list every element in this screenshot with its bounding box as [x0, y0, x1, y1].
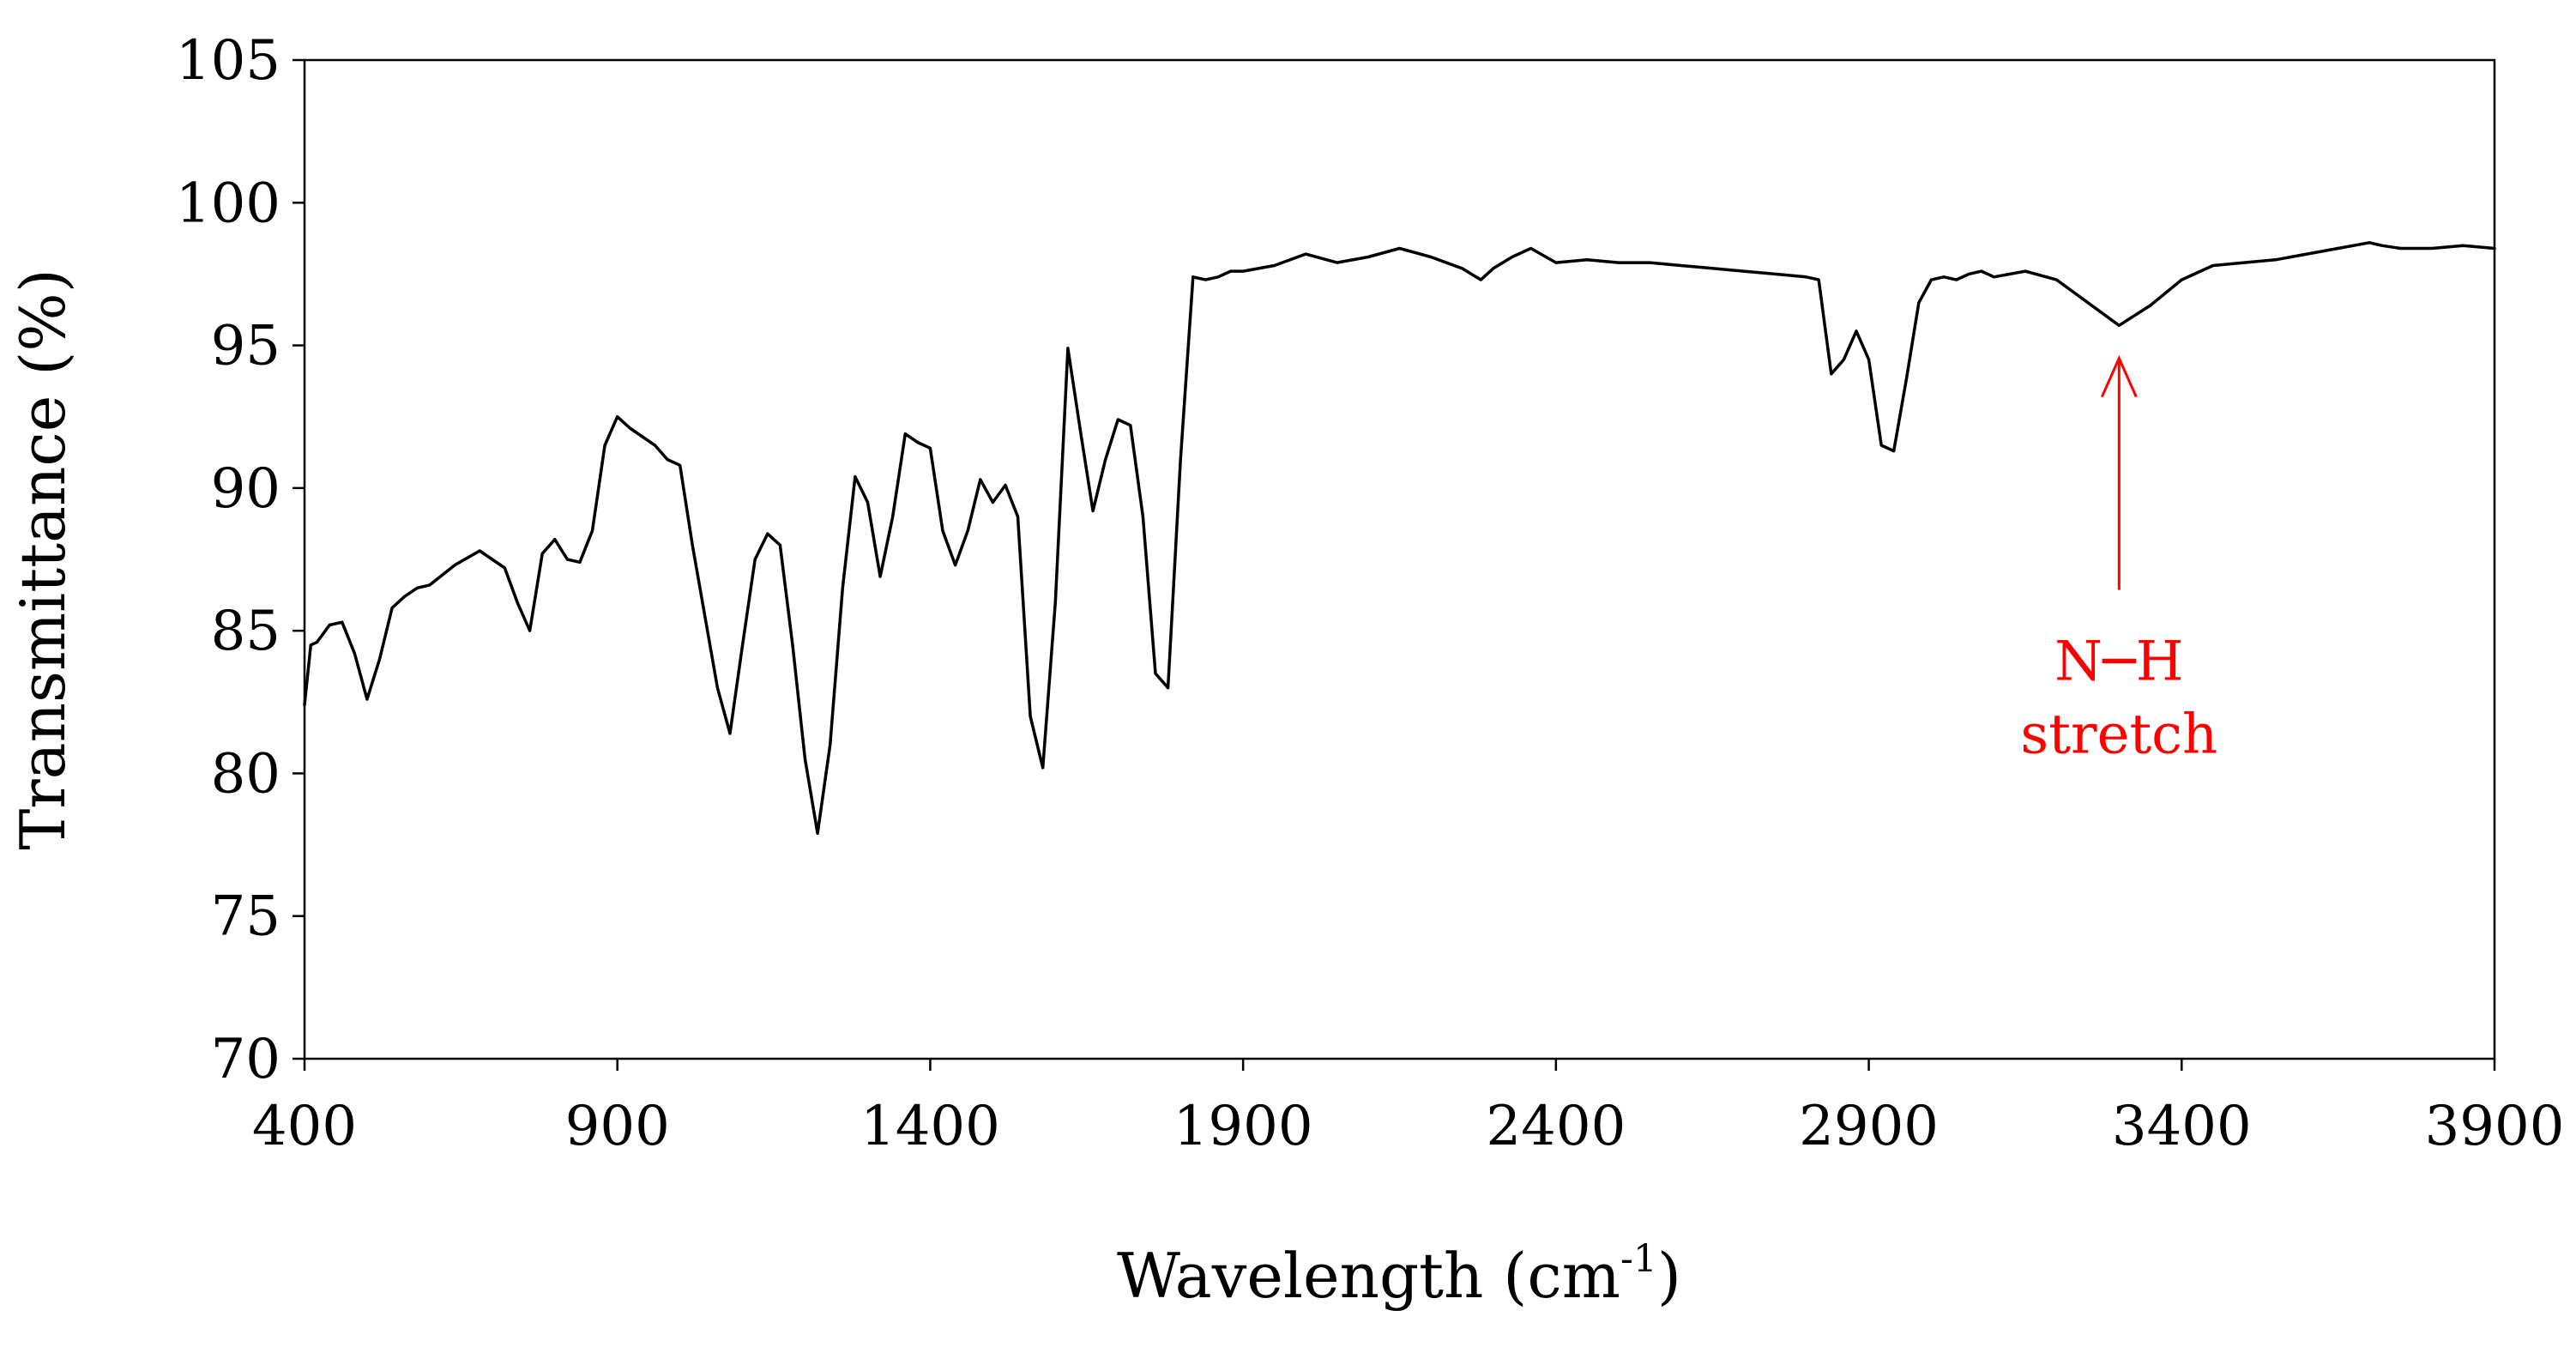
x-axis-label-superscript: -1: [1620, 1237, 1657, 1281]
x-axis-label-close: ): [1657, 1240, 1681, 1312]
y-axis-ticks: [293, 58, 305, 1060]
y-tick-label: 100: [176, 172, 281, 235]
nh-stretch-annotation: N─H stretch: [2020, 354, 2217, 767]
y-tick-label: 75: [211, 885, 281, 949]
y-tick-label: 95: [211, 315, 281, 378]
x-tick-label: 2900: [1799, 1095, 1939, 1158]
x-tick-label: 1400: [860, 1095, 1000, 1158]
x-axis-label-text: Wavelength (cm: [1117, 1240, 1620, 1312]
x-tick-label: 3400: [2112, 1095, 2252, 1158]
x-tick-label: 400: [252, 1095, 357, 1158]
y-axis-tick-labels: 70 75 80 85 90 95 100 105: [176, 29, 281, 1091]
y-tick-label: 70: [211, 1028, 281, 1091]
annotation-label-line1: N─H: [2054, 631, 2183, 694]
x-axis-ticks: [303, 1059, 2496, 1071]
x-tick-label: 1900: [1173, 1095, 1313, 1158]
y-tick-label: 80: [211, 742, 281, 806]
x-tick-label: 900: [565, 1095, 670, 1158]
y-tick-label: 90: [211, 457, 281, 521]
series-line: [303, 241, 2496, 836]
x-axis-label: Wavelength (cm-1): [1117, 1237, 1681, 1312]
x-axis-tick-labels: 400 900 1400 1900 2400 2900 3400 3900: [252, 1095, 2565, 1158]
y-axis-label: Transmittance (%): [7, 269, 79, 850]
x-tick-label: 3900: [2425, 1095, 2565, 1158]
plot-frame: [303, 58, 2496, 1060]
y-tick-label: 105: [176, 29, 281, 93]
y-tick-label: 85: [211, 600, 281, 663]
x-tick-label: 2400: [1486, 1095, 1626, 1158]
annotation-arrow-head: [2100, 354, 2138, 398]
annotation-label-line2: stretch: [2020, 704, 2217, 767]
